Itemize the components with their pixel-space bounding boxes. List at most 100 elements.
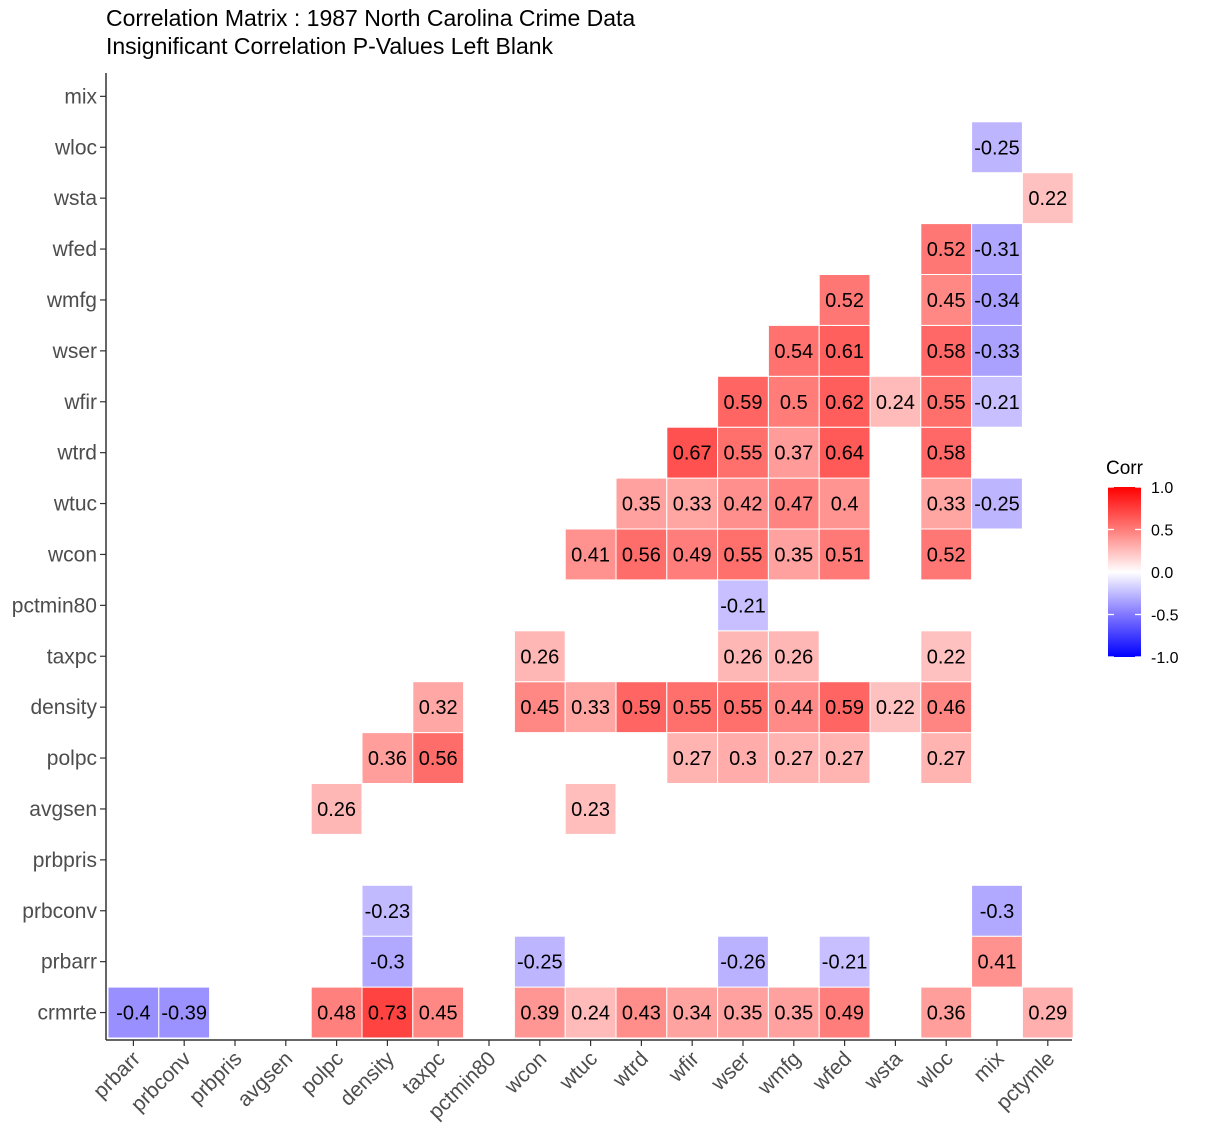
- cell-value-label: 0.43: [622, 1003, 661, 1025]
- heatmap-tiles: [107, 121, 1074, 1039]
- heatmap-cell: [818, 935, 871, 988]
- cell-value-label: 0.26: [774, 646, 813, 668]
- cell-value-label: -0.21: [720, 595, 766, 617]
- cell-value-label: 0.51: [825, 545, 864, 567]
- heatmap-cell: [818, 375, 871, 428]
- cell-value-label: 0.59: [622, 697, 661, 719]
- heatmap-cell: [920, 528, 973, 581]
- heatmap-cell: [412, 681, 465, 734]
- heatmap-cell: [818, 426, 871, 479]
- cell-value-label: 0.27: [825, 748, 864, 770]
- y-tick-label: prbconv: [22, 900, 97, 923]
- x-tick-label: wtuc: [555, 1047, 603, 1095]
- heatmap-cell: [564, 986, 617, 1039]
- heatmap-cell: [310, 986, 363, 1039]
- cell-value-label: 0.35: [774, 1003, 813, 1025]
- heatmap-cell: [818, 528, 871, 581]
- cell-value-label: 0.33: [571, 697, 610, 719]
- cell-value-label: -0.26: [720, 952, 766, 974]
- heatmap-cell: [717, 477, 769, 530]
- heatmap-cell: [818, 274, 871, 326]
- heatmap-cell: [869, 375, 922, 428]
- cell-value-label: 0.37: [774, 443, 813, 465]
- cell-value-label: 0.55: [724, 697, 763, 719]
- legend-tick-label: 0.0: [1151, 565, 1173, 582]
- cell-value-label: 0.45: [419, 1003, 458, 1025]
- y-tick-label: mix: [64, 85, 97, 108]
- x-tick-label: wfir: [664, 1047, 704, 1087]
- cell-value-label: 0.26: [317, 799, 356, 821]
- y-tick-label: wmfg: [46, 289, 97, 312]
- heatmap-cell: [971, 935, 1023, 988]
- heatmap-cell: [158, 986, 211, 1039]
- cell-value-label: 0.58: [927, 341, 966, 363]
- cell-value-label: 0.47: [774, 494, 813, 516]
- cell-value-label: 0.24: [876, 392, 915, 414]
- heatmap-cell: [412, 732, 465, 784]
- heatmap-cell: [818, 324, 871, 377]
- cell-value-label: -0.39: [161, 1003, 207, 1025]
- chart-title: Correlation Matrix : 1987 North Carolina…: [106, 5, 636, 31]
- cell-value-label: 0.33: [673, 494, 712, 516]
- cell-value-label: 0.46: [927, 697, 966, 719]
- cell-value-label: 0.35: [622, 494, 661, 516]
- cell-value-label: 0.41: [978, 952, 1017, 974]
- y-tick-label: wtuc: [53, 493, 97, 516]
- x-tick-label: mix: [969, 1047, 1009, 1087]
- heatmap-cell: [361, 935, 414, 988]
- heatmap-cell: [666, 528, 719, 581]
- cell-value-label: 0.73: [368, 1003, 407, 1025]
- x-tick-label: wsta: [859, 1047, 907, 1095]
- cell-value-label: -0.31: [974, 239, 1020, 261]
- cell-value-label: 0.4: [831, 494, 859, 516]
- cell-value-label: 0.35: [774, 545, 813, 567]
- cell-value-label: 0.32: [419, 697, 458, 719]
- cell-value-label: 0.39: [520, 1003, 559, 1025]
- heatmap-cell: [920, 223, 973, 276]
- cell-value-label: 0.54: [774, 341, 813, 363]
- cell-value-label: -0.21: [822, 952, 868, 974]
- cell-value-label: -0.21: [974, 392, 1020, 414]
- heatmap-cell: [971, 477, 1023, 530]
- cell-value-label: 0.22: [1028, 188, 1067, 210]
- heatmap-cell: [564, 681, 617, 734]
- heatmap-cell: [615, 986, 668, 1039]
- cell-value-label: -0.3: [980, 901, 1014, 923]
- heatmap-cell: [818, 732, 871, 784]
- cell-value-label: 0.49: [825, 1003, 864, 1025]
- heatmap-cell: [615, 681, 668, 734]
- y-tick-label: avgsen: [29, 798, 97, 821]
- y-tick-label: wfed: [52, 238, 97, 261]
- cell-value-label: 0.55: [673, 697, 712, 719]
- cell-value-label: 0.27: [927, 748, 966, 770]
- heatmap-cell: [767, 986, 820, 1039]
- cell-value-label: 0.29: [1028, 1003, 1067, 1025]
- y-axis-ticks: crmrte prbarr prbconv prbpris avgsen polpc den…: [12, 85, 106, 1025]
- cell-value-label: -0.25: [974, 137, 1020, 159]
- heatmap-cell: [717, 935, 769, 988]
- heatmap-cell: [615, 528, 668, 581]
- x-tick-label: wfed: [808, 1047, 856, 1095]
- heatmap-cell: [717, 630, 769, 683]
- heatmap-cell: [361, 732, 414, 784]
- cell-value-label: 0.36: [927, 1003, 966, 1025]
- cell-value-label: 0.23: [571, 799, 610, 821]
- heatmap-cell: [869, 681, 922, 734]
- heatmap-cell: [666, 732, 719, 784]
- heatmap-cell: [920, 426, 973, 479]
- heatmap-cell: [513, 630, 566, 683]
- y-tick-label: prbarr: [41, 951, 97, 974]
- y-tick-label: density: [30, 696, 97, 719]
- legend-title: Corr: [1106, 458, 1144, 479]
- y-tick-label: crmrte: [38, 1002, 98, 1025]
- heatmap-cell: [971, 324, 1023, 377]
- cell-value-label: 0.27: [774, 748, 813, 770]
- heatmap-cell: [818, 986, 871, 1039]
- heatmap-cell: [564, 528, 617, 581]
- cell-value-label: 0.41: [571, 545, 610, 567]
- heatmap-cell: [767, 477, 820, 530]
- cell-value-label: 0.59: [825, 697, 864, 719]
- heatmap-cell: [412, 986, 465, 1039]
- heatmap-cell: [717, 579, 769, 632]
